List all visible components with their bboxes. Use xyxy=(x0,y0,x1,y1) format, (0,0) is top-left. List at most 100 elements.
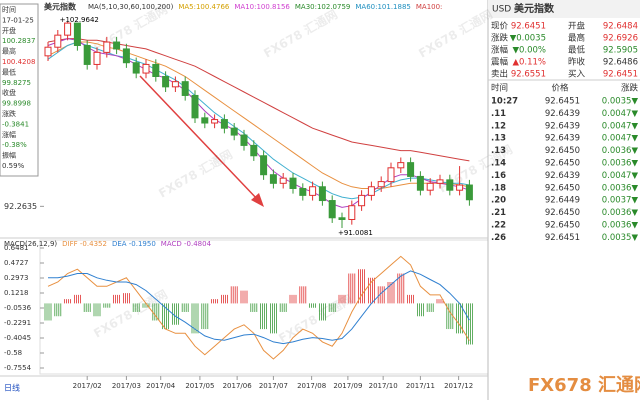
tick-cell: 0.0036▼ xyxy=(602,159,639,169)
candle-body xyxy=(367,186,375,196)
quote-code: USD xyxy=(492,5,511,15)
macd-tick-label: 0.6481 xyxy=(4,244,29,252)
macd-tick-label: -0.2291 xyxy=(4,319,31,327)
logo: FX678 汇通网 xyxy=(528,375,640,396)
tick-cell: .13 xyxy=(491,134,506,144)
diff-line xyxy=(47,255,470,360)
tick-cell: 0.0047▼ xyxy=(602,134,639,144)
tick-cell: 0.0035▼ xyxy=(602,233,639,243)
tick-cell: 0.0047▼ xyxy=(602,171,639,181)
tick-cell: 0.0036▼ xyxy=(602,208,639,218)
macd-legend: DIFF -0.4352 xyxy=(62,240,107,248)
tick-cell: .11 xyxy=(491,109,506,119)
candle-body xyxy=(122,48,130,64)
tick-cell: .12 xyxy=(491,121,506,131)
tick-cell: 92.6439 xyxy=(545,121,580,131)
tick-cell: 0.0035▼ xyxy=(602,97,639,107)
quote-cell: 92.5905 xyxy=(603,46,638,56)
quote-cell: 买入 xyxy=(568,70,586,80)
tick-cell: 92.6450 xyxy=(545,221,580,231)
candle-body xyxy=(93,51,101,65)
quote-cell: 92.6551 xyxy=(511,70,546,80)
candle-body xyxy=(230,127,238,136)
candle-body xyxy=(211,119,219,124)
tick-cell: 0.0047▼ xyxy=(602,109,639,119)
ma-legend: MA(5,10,30,60,100,200) xyxy=(88,3,174,11)
tick-cell: 92.6450 xyxy=(545,183,580,193)
tick-cell: .18 xyxy=(491,183,506,193)
candle-body xyxy=(426,182,434,191)
info-text: 0.59% xyxy=(2,162,25,170)
x-tick-label: 2017/02 xyxy=(73,382,102,390)
candle-body xyxy=(73,22,81,46)
info-text: 99.8275 xyxy=(2,79,31,87)
quote-cell: ▼0.00% xyxy=(512,46,546,56)
candle-body xyxy=(152,63,160,78)
x-tick-label: 2017/04 xyxy=(146,382,176,390)
quote-cell: ▼0.0035 xyxy=(510,34,546,44)
tick-cell: .21 xyxy=(491,208,506,218)
candle-body xyxy=(279,177,287,184)
candle-body xyxy=(289,177,297,189)
tick-cell: .22 xyxy=(491,221,506,231)
tick-cell: 10:27 xyxy=(491,97,518,107)
info-text: 17-01-25 xyxy=(2,16,34,24)
candle-body xyxy=(456,184,464,191)
quote-cell: 涨幅 xyxy=(491,45,509,56)
macd-tick-label: -0.0536 xyxy=(4,304,32,312)
candle-body xyxy=(103,41,111,53)
x-tick-label: 2017/05 xyxy=(185,382,214,390)
candle-body xyxy=(436,179,444,184)
x-tick-label: 2017/06 xyxy=(223,382,253,390)
tick-header: 时间 xyxy=(491,83,508,94)
tick-cell: 92.6449 xyxy=(545,196,580,206)
quote-cell: 92.6451 xyxy=(511,22,546,32)
trend-arrow xyxy=(139,75,259,201)
candle-body xyxy=(269,174,277,184)
candle-body xyxy=(260,155,268,176)
macd-legend: MACD(26,12,9) xyxy=(4,240,57,248)
low-label: +91.0081 xyxy=(338,229,373,237)
candle-body xyxy=(446,179,454,191)
quote-cell: 现价 xyxy=(491,22,509,32)
macd-legend: MACD -0.4804 xyxy=(161,240,212,248)
info-text: 100.4208 xyxy=(2,58,35,66)
candle-body xyxy=(348,205,356,220)
candle-body xyxy=(162,76,170,88)
candle-body xyxy=(465,184,473,201)
tick-cell: 92.6450 xyxy=(545,146,580,156)
tick-cell: .13 xyxy=(491,146,506,156)
info-text: 99.8998 xyxy=(2,100,31,108)
quote-cell: 昨收 xyxy=(568,57,586,68)
tick-cell: 0.0036▼ xyxy=(602,146,639,156)
tick-cell: .26 xyxy=(491,233,506,243)
ma-legend: MA30:102.0759 xyxy=(295,3,351,11)
info-text: 涨幅 xyxy=(2,130,16,139)
tick-cell: 92.6439 xyxy=(545,134,580,144)
period-tab[interactable]: 日线 xyxy=(4,383,20,393)
candle-body xyxy=(142,63,150,74)
info-text: 时间 xyxy=(2,5,16,14)
quote-cell: ▲0.11% xyxy=(512,58,546,68)
candle-body xyxy=(191,94,199,119)
x-tick-label: 2017/07 xyxy=(259,382,288,390)
candle-body xyxy=(416,175,424,191)
candle-body xyxy=(64,22,72,36)
quote-cell: 震幅 xyxy=(491,57,509,68)
quote-header xyxy=(488,0,640,18)
ma-line xyxy=(47,41,470,189)
candle-body xyxy=(377,181,385,188)
quote-cell: 92.6484 xyxy=(603,22,638,32)
candle-body xyxy=(113,41,121,50)
tick-cell: 0.0037▼ xyxy=(602,196,639,206)
x-tick-label: 2017/10 xyxy=(369,382,398,390)
tick-cell: 0.0036▼ xyxy=(602,183,639,193)
candle-body xyxy=(397,162,405,169)
chart-title: 美元指数 xyxy=(44,2,77,12)
candle-body xyxy=(250,144,258,157)
quote-cell: 最高 xyxy=(568,33,585,44)
info-text: 涨跌 xyxy=(2,109,16,118)
x-tick-label: 2017/09 xyxy=(333,382,362,390)
info-box xyxy=(0,3,39,177)
